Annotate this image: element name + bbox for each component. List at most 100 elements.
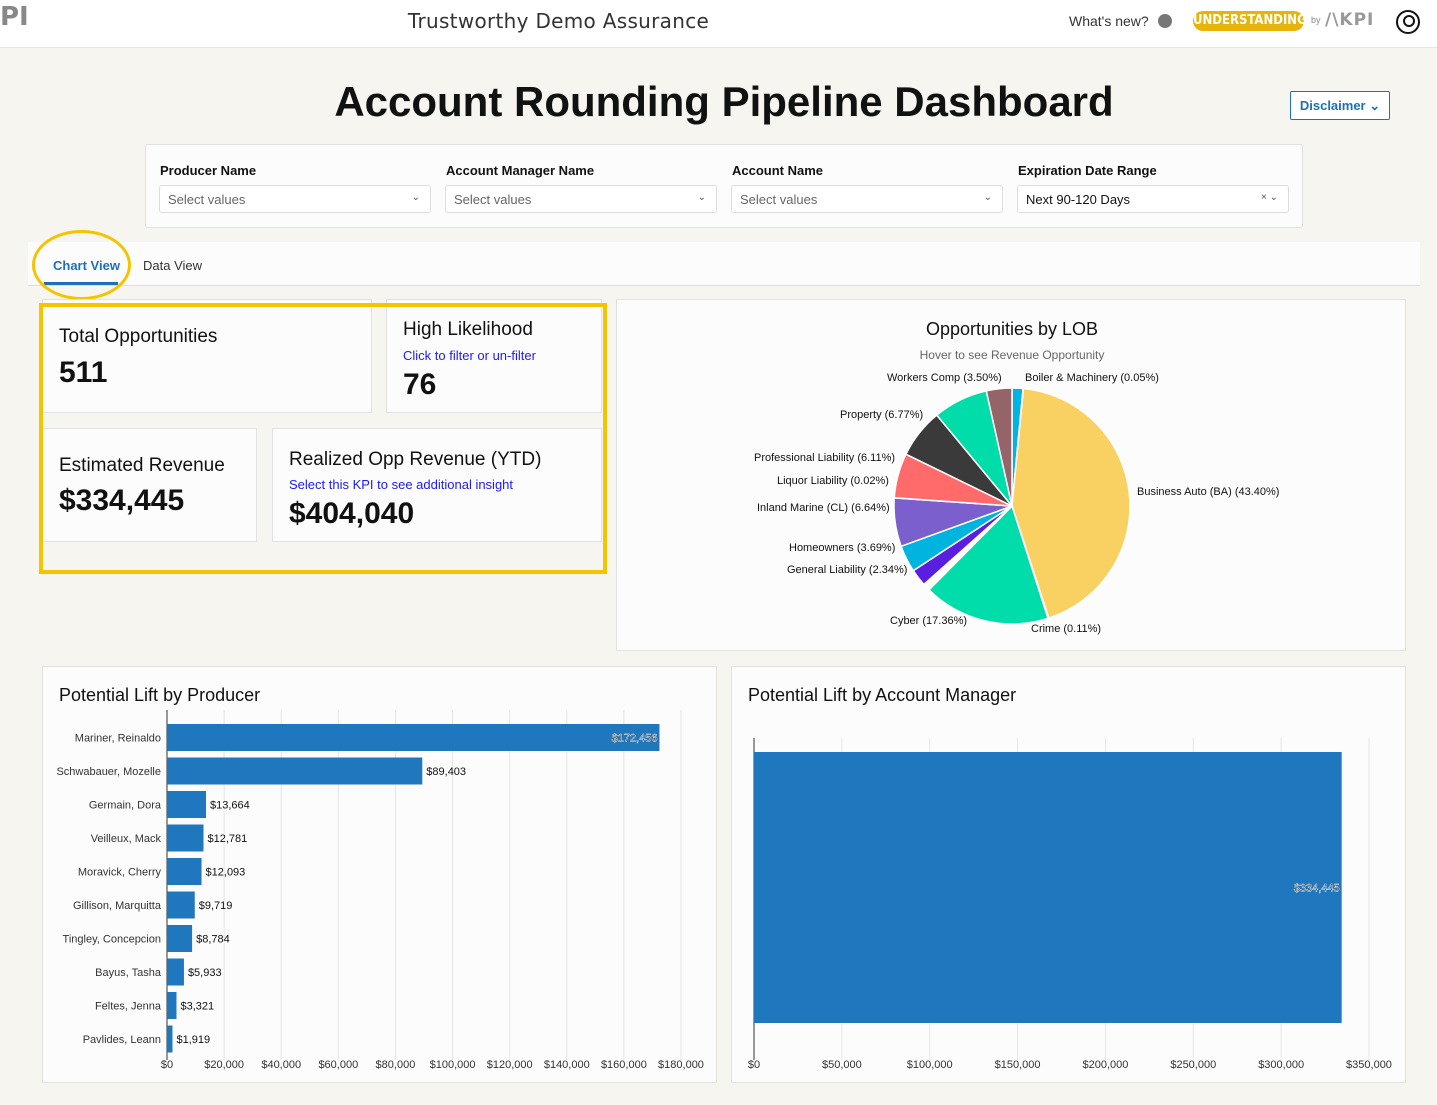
bar[interactable]: [167, 1025, 173, 1053]
pie-label: Professional Liability (6.11%): [754, 452, 896, 464]
pie-label: Boiler & Machinery (0.05%): [1025, 372, 1159, 384]
filter-label-account-manager: Account Manager Name: [446, 163, 595, 178]
bar-value-label[interactable]: $334,445: [1294, 882, 1340, 895]
kpi-highlight-box: [39, 303, 607, 574]
expiration-date-select[interactable]: Next 90-120 Days × ⌄: [1017, 185, 1289, 213]
kpi-value: $334,445: [59, 484, 185, 517]
bar[interactable]: [167, 958, 184, 986]
account-select[interactable]: Select values ⌄: [731, 185, 1003, 213]
whats-new-link[interactable]: What's new?: [1069, 13, 1149, 29]
kpi-estimated-revenue[interactable]: Estimated Revenue $334,445: [42, 428, 257, 542]
bar-value-label[interactable]: $12,781: [207, 833, 247, 845]
chart-title: Potential Lift by Account Manager: [748, 685, 1017, 705]
account-manager-select[interactable]: Select values ⌄: [445, 185, 717, 213]
view-tabs: Chart View Data View: [28, 242, 1420, 286]
kpi-realized-opp-revenue[interactable]: Realized Opp Revenue (YTD) Select this K…: [272, 428, 602, 542]
bar-value-label[interactable]: $3,321: [180, 1001, 214, 1013]
kpi-subtitle[interactable]: Select this KPI to see additional insigh…: [289, 477, 514, 492]
pie-label: General Liability (2.34%): [787, 564, 908, 576]
chevron-down-icon: ⌄: [411, 192, 420, 203]
akpi-logo: /\KPI: [1325, 10, 1375, 30]
bar-value-label[interactable]: $13,664: [210, 800, 250, 812]
x-tick-label: $120,000: [487, 1059, 533, 1071]
filter-bar: Producer Name Select values ⌄ Account Man…: [145, 144, 1303, 228]
pie-slice[interactable]: [1011, 387, 1131, 620]
x-tick-label: $200,000: [1082, 1059, 1128, 1071]
bar[interactable]: [167, 757, 423, 785]
tab-data-view[interactable]: Data View: [143, 258, 203, 273]
bar-value-label[interactable]: $172,456: [611, 732, 658, 745]
pie-label: Crime (0.11%): [1031, 623, 1102, 635]
bar[interactable]: [167, 858, 202, 885]
clear-chevron-icon[interactable]: × ⌄: [1261, 192, 1278, 203]
bar-value-label[interactable]: $8,784: [196, 934, 230, 946]
account-manager-placeholder: Select values: [454, 192, 532, 207]
x-tick-label: $140,000: [544, 1059, 590, 1071]
kpi-value: $404,040: [289, 497, 415, 530]
producer-select[interactable]: Select values ⌄: [159, 185, 431, 213]
pie-slice[interactable]: [985, 387, 1013, 507]
notification-dot-icon[interactable]: [1158, 14, 1172, 28]
bar[interactable]: [167, 824, 204, 852]
expiration-value: Next 90-120 Days: [1026, 192, 1131, 207]
bar[interactable]: [167, 992, 177, 1019]
kpi-title: Estimated Revenue: [59, 455, 225, 476]
bar-value-label[interactable]: $9,719: [199, 900, 233, 912]
x-tick-label: $0: [748, 1059, 760, 1071]
kpi-title: Total Opportunities: [59, 326, 218, 347]
producer-placeholder: Select values: [168, 192, 246, 207]
bar[interactable]: [167, 724, 660, 751]
pie-label: Homeowners (3.69%): [789, 542, 896, 554]
kpi-title: High Likelihood: [403, 319, 533, 340]
x-tick-label: $0: [161, 1059, 173, 1071]
x-tick-label: $100,000: [430, 1059, 476, 1071]
account-manager-bar-panel: Potential Lift by Account Manager $0 $50,…: [731, 666, 1406, 1083]
bar-value-label[interactable]: $5,933: [188, 967, 222, 979]
app-logo[interactable]: PI: [0, 2, 29, 32]
category-label: Tingley, Concepcion: [63, 934, 161, 946]
x-tick-label: $250,000: [1170, 1059, 1216, 1071]
producer-bar-chart[interactable]: $0 $20,000 $40,000 $60,000 $80,000 $100,000 $1…: [43, 667, 718, 1084]
pie-label: Liquor Liability (0.02%): [777, 475, 889, 487]
category-label: Moravick, Cherry: [78, 867, 162, 879]
filter-label-producer: Producer Name: [160, 163, 257, 178]
disclaimer-button[interactable]: Disclaimer ⌄: [1290, 91, 1390, 120]
by-label: by: [1311, 15, 1321, 25]
producer-bar-panel: Potential Lift by Producer $0 $20,000 $40,…: [42, 666, 717, 1083]
bar-value-label[interactable]: $12,093: [206, 867, 246, 879]
x-tick-label: $60,000: [318, 1059, 358, 1071]
x-tick-label: $20,000: [204, 1059, 244, 1071]
chart-title: Potential Lift by Producer: [59, 685, 261, 705]
chevron-down-icon: ⌄: [697, 192, 706, 203]
pie-label: Business Auto (BA) (43.40%): [1137, 486, 1280, 498]
pie-label: Workers Comp (3.50%): [887, 372, 1002, 384]
category-label: Pavlides, Leann: [83, 1034, 161, 1046]
x-tick-label: $300,000: [1258, 1059, 1304, 1071]
bar-value-label[interactable]: $89,403: [426, 766, 466, 778]
kpi-subtitle[interactable]: Click to filter or un-filter: [403, 348, 536, 363]
category-label: Mariner, Reinaldo: [75, 733, 161, 745]
filter-label-expiration: Expiration Date Range: [1018, 163, 1157, 178]
account-manager-bar-chart[interactable]: $0 $50,000 $100,000 $150,000 $200,000 $250,00…: [732, 667, 1407, 1084]
app-title: Trustworthy Demo Assurance: [407, 9, 710, 33]
user-account-icon[interactable]: [1396, 10, 1420, 34]
x-tick-label: $160,000: [601, 1059, 647, 1071]
x-tick-label: $50,000: [822, 1059, 862, 1071]
category-label: Gillison, Marquitta: [73, 900, 162, 912]
bar[interactable]: [754, 752, 1342, 1023]
category-label: Germain, Dora: [89, 800, 162, 812]
filter-label-account: Account Name: [732, 163, 824, 178]
lob-pie-chart[interactable]: [617, 300, 1407, 652]
bar-value-label[interactable]: $1,919: [176, 1034, 210, 1046]
bar[interactable]: [167, 925, 193, 952]
pie-label: Cyber (17.36%): [890, 615, 968, 627]
kpi-value: 511: [59, 356, 108, 389]
pie-subtitle: Hover to see Revenue Opportunity: [919, 348, 1105, 362]
category-label: Schwabauer, Mozelle: [56, 766, 161, 778]
kpi-high-likelihood[interactable]: High Likelihood Click to filter or un-fi…: [386, 299, 602, 413]
bar[interactable]: [167, 891, 195, 919]
x-tick-label: $100,000: [907, 1059, 953, 1071]
pie-slice[interactable]: [927, 504, 1049, 625]
understanding-badge[interactable]: UNDERSTANDING: [1193, 11, 1307, 31]
bar[interactable]: [167, 791, 207, 818]
